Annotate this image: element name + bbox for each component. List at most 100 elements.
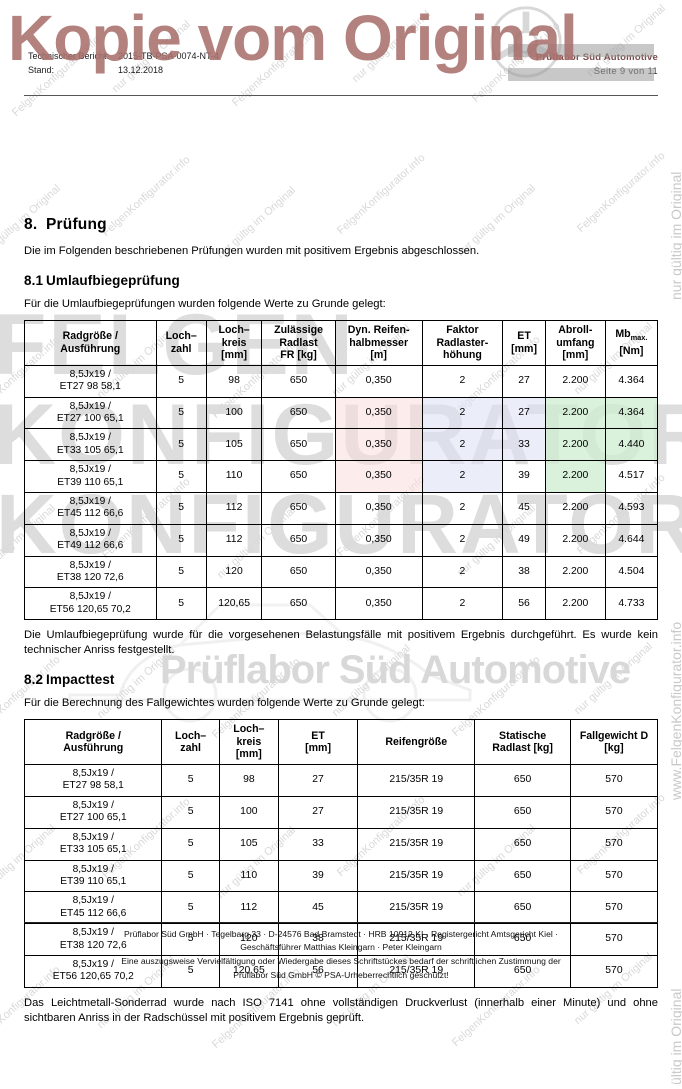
cell-halbmesser: 0,350 [334,523,423,557]
cell-lochkreis: 98 [205,364,263,398]
footer-line-2: Geschäftsführer Matthias Kleingarn · Pet… [240,942,442,953]
cell-mbmax: 4.517 [604,460,659,494]
th-line1: Loch– [218,324,250,336]
cell-faktor: 2 [421,555,504,589]
cell-line2: ET33 105 65,1 [59,844,127,856]
th-line1: Loch– [165,330,197,343]
cell-line2: ET39 110 65,1 [60,875,127,887]
cell-lochzahl: 5 [155,555,207,589]
th-line2: Radlast [279,336,318,349]
cell-et: 27 [502,364,546,398]
table-row: 8,5Jx19 /ET27 100 65,1 5 100 650 0,350 2… [24,396,659,430]
cell-halbmesser: 0,350 [334,587,423,621]
section-81-result: Die Umlaufbiegeprüfung wurde für die vor… [24,629,658,657]
cell-et: 33 [277,827,359,861]
cell-radgroesse: 8,5Jx19 /ET45 112 66,6 [24,492,157,525]
th-et: ET [mm] [502,320,546,366]
cell-et: 33 [502,428,546,462]
cell-radgroesse: 8,5Jx19 /ET39 110 65,1 [24,460,157,494]
cell-lochzahl: 5 [155,396,207,430]
cell-radlast: 650 [261,523,336,557]
cell-lochkreis: 120,65 [218,954,279,988]
th-line2: [mm] [511,342,538,355]
th-lochkreis: Loch– kreis [mm] [218,719,279,766]
section-81-number: 8.1 [24,273,44,288]
cell-faktor: 2 [421,428,504,462]
cell-et: 27 [277,764,359,797]
company-brand-name: Prüflabor Süd Automotive [535,52,658,63]
cell-halbmesser: 0,350 [334,364,423,398]
cell-lochkreis: 120,65 [205,587,263,621]
date-label: Stand: [28,65,55,75]
th-reifengroesse: Reifengröße [357,719,476,766]
section-82-number: 8.2 [24,672,44,688]
th-line1: Dyn. Reifen- [347,324,410,336]
th-line2: kreis [236,735,262,748]
cell-halbmesser: 0,350 [334,396,423,430]
table2-header-row: Radgröße / Ausführung Loch– zahl Loch– k… [23,719,659,766]
cell-radlast: 650 [261,492,336,525]
th-line2: [mm] [305,742,332,755]
cell-radgroesse: 8,5Jx19 /ET38 120 72,6 [24,555,157,589]
cell-radgroesse: 8,5Jx19 /ET27 100 65,1 [23,795,163,829]
th-line1: Reifengröße [385,735,448,748]
cell-reifengroesse: 215/35R 19 [357,891,476,925]
watermark-vertical-mid: www.FelgenKonfigurator.info [668,621,682,800]
cell-abrollumfang: 2.200 [544,396,606,430]
impacttest-table: Radgröße / Ausführung Loch– zahl Loch– k… [23,719,659,988]
cell-line2: ET33 105 65,1 [56,444,124,456]
table-row: 8,5Jx19 /ET56 120,65 70,2 5 120,65 56 21… [23,954,659,988]
cell-halbmesser: 0,350 [334,492,423,525]
th-line1: Mb [615,328,631,341]
document-body: 8. Prüfung Die im Folgenden beschriebenen… [23,216,659,1026]
table-row: 8,5Jx19 /ET49 112 66,6 5 112 650 0,350 2… [24,523,659,557]
cell-line1: 8,5Jx19 / [72,799,114,811]
section-82-result: Das Leichtmetall-Sonderrad wurde nach IS… [24,996,658,1024]
cell-line2: ET45 112 66,6 [57,508,124,520]
cell-line1: 8,5Jx19 / [72,831,114,843]
cell-lochzahl: 5 [161,859,220,893]
table-row: 8,5Jx19 /ET27 98 58,1 5 98 27 215/35R 19… [23,764,659,797]
th-line1: Radgröße / [65,729,121,742]
page-footer: Prüflabor Süd GmbH · Tegelbarg 33 · D-24… [24,921,658,981]
cell-radgroesse: 8,5Jx19 /ET27 100 65,1 [24,396,157,430]
table-row: 8,5Jx19 /ET33 105 65,1 5 105 33 215/35R … [23,827,659,861]
th-et: ET [mm] [277,719,359,766]
th-line2: halbmesser [349,336,409,349]
cell-reifengroesse: 215/35R 19 [357,827,476,861]
cell-line2: ET56 120,65 70,2 [52,971,134,983]
cell-faktor: 2 [421,364,504,398]
th-radgroesse: Radgröße / Ausführung [24,320,157,366]
cell-lochkreis: 100 [205,396,263,430]
cell-reifengroesse: 215/35R 19 [357,954,476,988]
footer-divider [24,921,658,923]
cell-et: 39 [502,460,546,494]
cell-halbmesser: 0,350 [334,555,423,589]
cell-mbmax: 4.364 [604,364,659,398]
cell-et: 56 [277,954,359,988]
cell-mbmax: 4.733 [604,587,659,621]
cell-line2: ET56 120,65 70,2 [49,603,131,615]
cell-abrollumfang: 2.200 [544,523,606,557]
cell-statische-radlast: 650 [474,795,571,829]
th-mbmax: Mbmax. [Nm] [604,320,659,366]
th-line2: kreis [221,336,247,349]
cell-abrollumfang: 2.200 [544,364,606,398]
cell-radlast: 650 [261,587,336,621]
cell-halbmesser: 0,350 [334,460,423,494]
cell-statische-radlast: 650 [474,827,571,861]
cell-lochzahl: 5 [155,587,207,621]
cell-lochkreis: 120 [218,923,279,956]
cell-reifengroesse: 215/35R 19 [357,764,476,797]
umlaufbiegepruefung-table: Radgröße / Ausführung Loch– zahl Loch– k… [24,320,659,621]
cell-line1: 8,5Jx19 / [72,958,114,970]
th-line2: Radlaster- [436,336,489,349]
cell-lochzahl: 5 [161,795,220,829]
cell-faktor: 2 [421,396,504,430]
cell-abrollumfang: 2.200 [544,460,606,494]
cell-faktor: 2 [421,523,504,557]
footer-line-3: Eine auszugsweise Vervielfältigung oder … [121,955,561,966]
cell-radlast: 650 [261,428,336,462]
cell-halbmesser: 0,350 [334,428,423,462]
cell-reifengroesse: 215/35R 19 [357,859,476,893]
